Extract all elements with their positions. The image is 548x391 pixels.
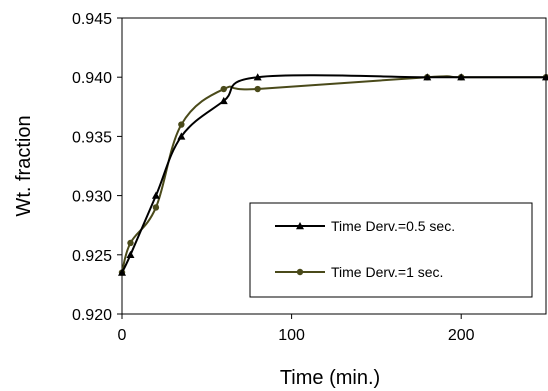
data-point-series-1: [219, 96, 228, 105]
legend-marker-2: [296, 268, 304, 276]
y-tick-label: 0.920: [72, 307, 112, 324]
data-point-series-2: [152, 204, 160, 211]
data-point-series-1: [542, 73, 548, 81]
legend-box: [249, 202, 533, 298]
data-point-series-1: [457, 73, 466, 81]
y-tick-label: 0.925: [72, 248, 112, 265]
data-point-series-2: [220, 85, 227, 93]
x-tick-label: 100: [278, 327, 305, 344]
y-tick-label: 0.930: [72, 189, 112, 206]
legend-label-1: Time Derv.=0.5 sec.: [331, 218, 455, 234]
x-axis-title: Time (min.): [280, 367, 380, 389]
x-tick-label: 0: [118, 327, 127, 344]
data-point-series-2: [178, 121, 185, 128]
x-tick-label: 200: [448, 327, 475, 344]
y-axis-title: Wt. fraction: [13, 115, 35, 216]
data-point-series-2: [127, 239, 134, 247]
data-point-series-1: [177, 132, 186, 140]
legend-marker-1: [296, 222, 304, 230]
data-point-series-1: [253, 73, 262, 81]
legend-label-2: Time Derv.=1 sec.: [331, 264, 443, 280]
series-line-1: [121, 74, 547, 273]
data-point-series-1: [126, 250, 135, 258]
plot-area: [121, 17, 547, 315]
data-point-series-1: [118, 268, 126, 276]
data-point-series-2: [254, 85, 261, 93]
y-tick-label: 0.945: [72, 11, 112, 28]
data-point-series-1: [151, 191, 160, 199]
data-point-series-1: [423, 73, 432, 81]
y-tick-label: 0.940: [72, 70, 112, 87]
y-tick-label: 0.935: [72, 129, 112, 146]
